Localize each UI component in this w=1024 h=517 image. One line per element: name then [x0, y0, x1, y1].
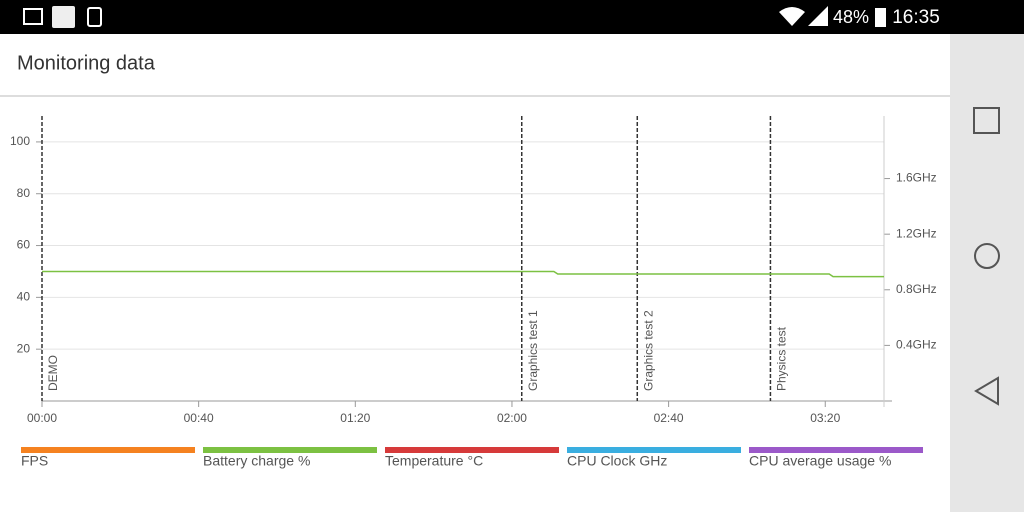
y2-tick-label: 0.4GHz — [896, 338, 937, 352]
app-icon — [52, 6, 75, 28]
legend-label: CPU Clock GHz — [567, 453, 667, 469]
legend-label: Temperature °C — [385, 453, 483, 469]
chart: 20 40 60 80 100 0.4GHz 0.8GHz 1.2GHz 1.6GHz 00:00… — [10, 116, 937, 469]
x-tick-label: 00:40 — [184, 411, 214, 425]
legend-swatch — [21, 447, 195, 453]
wifi-icon — [779, 7, 805, 26]
signal-icon — [808, 6, 828, 26]
legend-swatch — [567, 447, 741, 453]
battery-icon — [875, 8, 886, 27]
nav-bar — [950, 34, 1024, 512]
y-tick-label: 40 — [17, 290, 31, 304]
y-tick-label: 80 — [17, 186, 31, 200]
y-tick-label: 100 — [10, 134, 30, 148]
legend-swatch — [749, 447, 923, 453]
home-button[interactable] — [974, 243, 1000, 269]
x-tick-label: 01:20 — [340, 411, 370, 425]
legend-label: Battery charge % — [203, 453, 310, 469]
y-tick-label: 60 — [17, 238, 31, 252]
legend-swatch — [385, 447, 559, 453]
legend-label: FPS — [21, 453, 48, 469]
x-tick-label: 03:20 — [810, 411, 840, 425]
test-marker-label: Graphics test 1 — [526, 310, 540, 391]
x-tick-label: 02:40 — [654, 411, 684, 425]
x-tick-label: 00:00 — [27, 411, 57, 425]
legend-label: CPU average usage % — [749, 453, 891, 469]
legend-swatch — [203, 447, 377, 453]
test-marker-label: Graphics test 2 — [641, 310, 655, 391]
x-tick-label: 02:00 — [497, 411, 527, 425]
back-button[interactable] — [974, 376, 999, 406]
y2-tick-label: 0.8GHz — [896, 282, 937, 296]
test-marker-label: DEMO — [46, 355, 60, 391]
series-line — [42, 270, 884, 278]
clock: 16:35 — [892, 7, 940, 28]
status-bar — [0, 0, 1024, 34]
header-title: Monitoring data — [17, 52, 156, 74]
gallery-icon — [23, 8, 43, 25]
test-marker-label: Physics test — [775, 326, 789, 391]
battery-percent: 48% — [833, 7, 869, 27]
y-tick-label: 20 — [17, 341, 31, 355]
recents-button[interactable] — [973, 107, 1000, 134]
phone-icon — [87, 7, 102, 27]
y2-tick-label: 1.6GHz — [896, 171, 937, 185]
y2-tick-label: 1.2GHz — [896, 226, 937, 240]
